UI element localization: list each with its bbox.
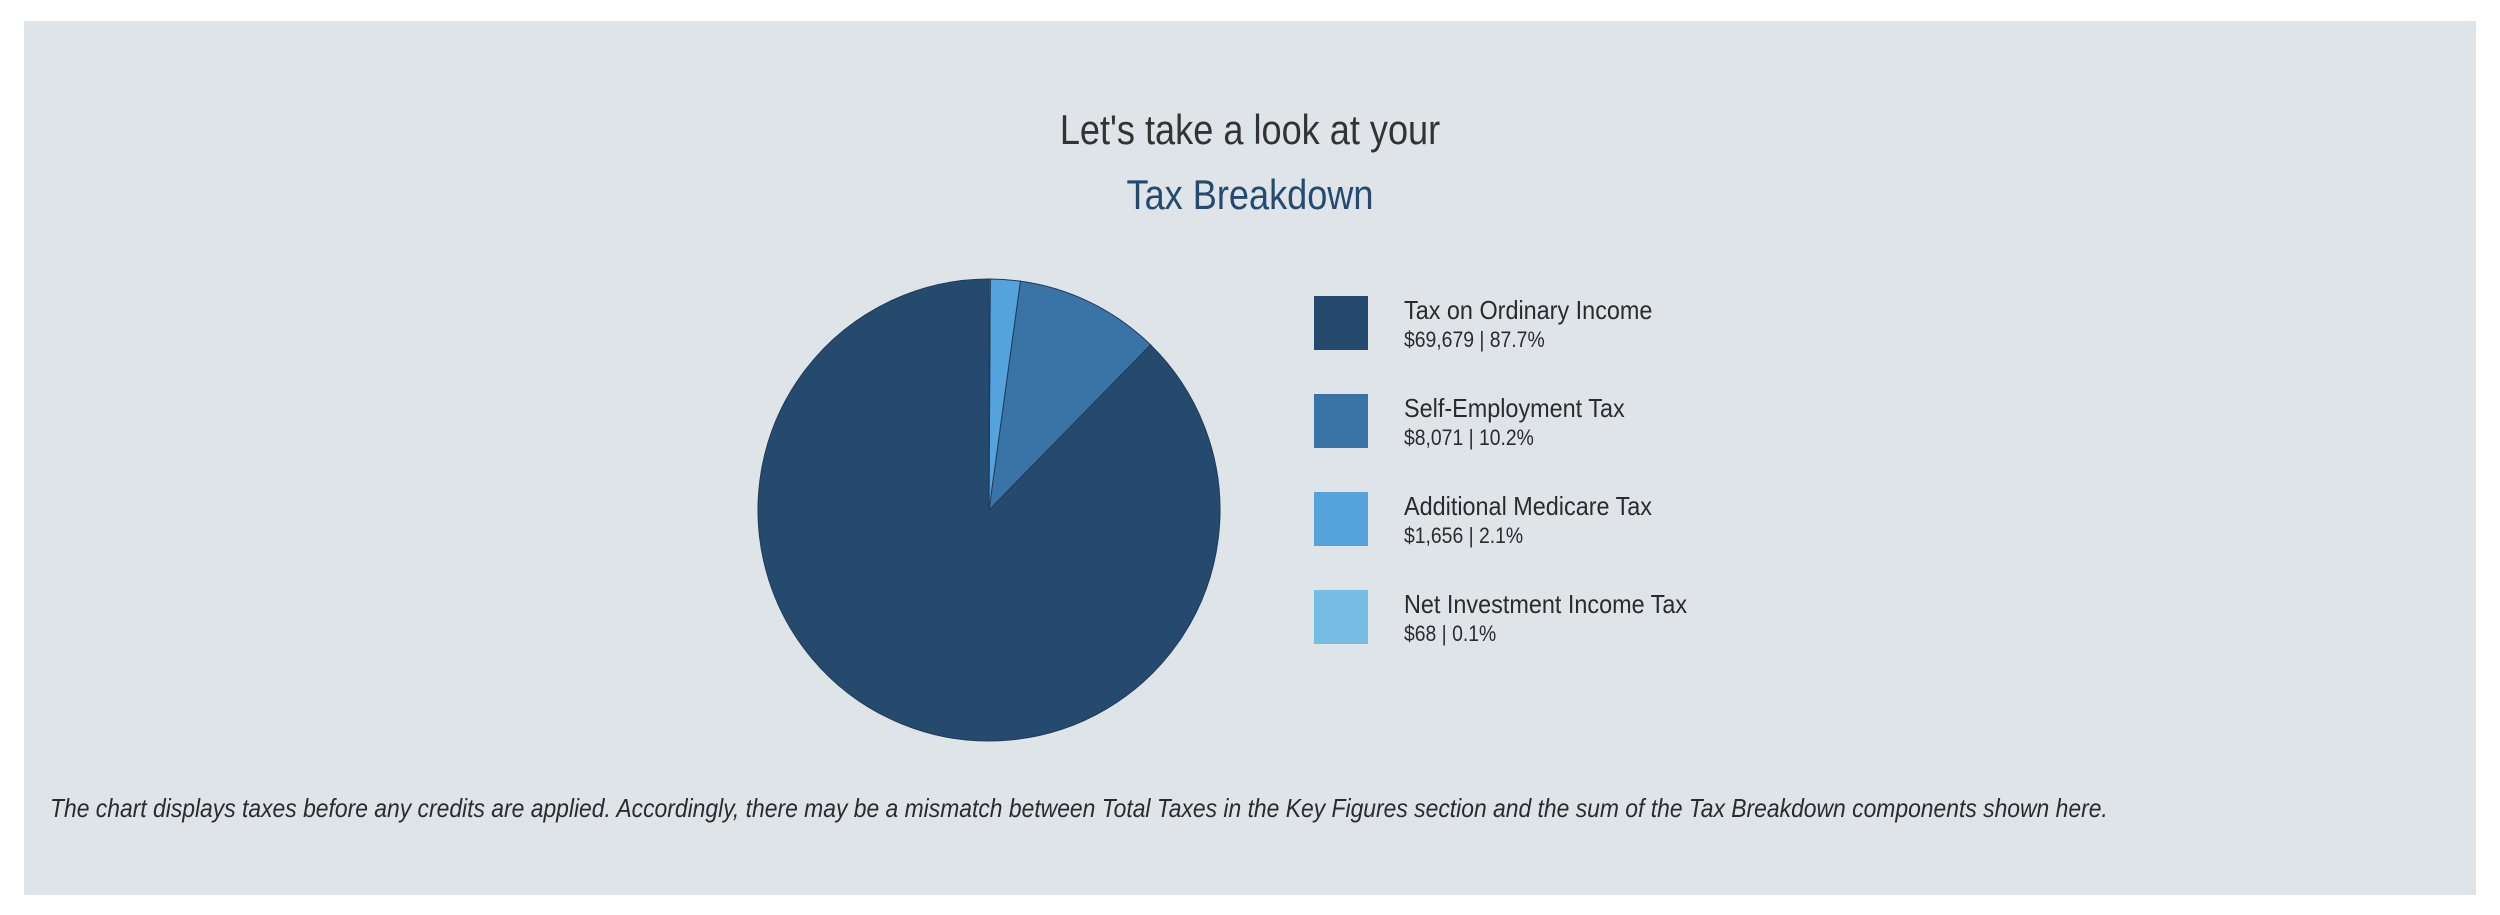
chart-title: Tax Breakdown [1126,171,1374,218]
disclaimer-note: The chart displays taxes before any cred… [50,793,2108,823]
legend-swatch [1314,394,1368,448]
tax-breakdown-pie-chart [757,278,1221,742]
pie-slice-self-employment [988,280,1152,512]
legend-swatch [1314,296,1368,350]
legend-value: $69,679 | 87.7% [1404,327,1545,352]
legend-label: Tax on Ordinary Income [1404,295,1653,325]
legend-item-additional-medicare: Additional Medicare Tax $1,656 | 2.1% [1314,489,1814,549]
legend-label: Self-Employment Tax [1404,393,1625,423]
legend-label: Net Investment Income Tax [1404,589,1688,619]
legend-value: $1,656 | 2.1% [1404,523,1524,548]
legend-value: $8,071 | 10.2% [1404,425,1534,450]
tax-breakdown-panel: Let's take a look at your Tax Breakdown … [24,21,2476,895]
legend-swatch [1314,590,1368,644]
legend-value: $68 | 0.1% [1404,621,1497,646]
legend-label: Additional Medicare Tax [1404,491,1653,521]
legend-swatch [1314,492,1368,546]
legend-item-self-employment: Self-Employment Tax $8,071 | 10.2% [1314,391,1814,451]
legend-item-ordinary-income: Tax on Ordinary Income $69,679 | 87.7% [1314,293,1814,353]
legend-item-net-investment: Net Investment Income Tax $68 | 0.1% [1314,587,1814,647]
intro-heading: Let's take a look at your [1059,106,1441,153]
pie-slice-net-investment [988,278,991,511]
